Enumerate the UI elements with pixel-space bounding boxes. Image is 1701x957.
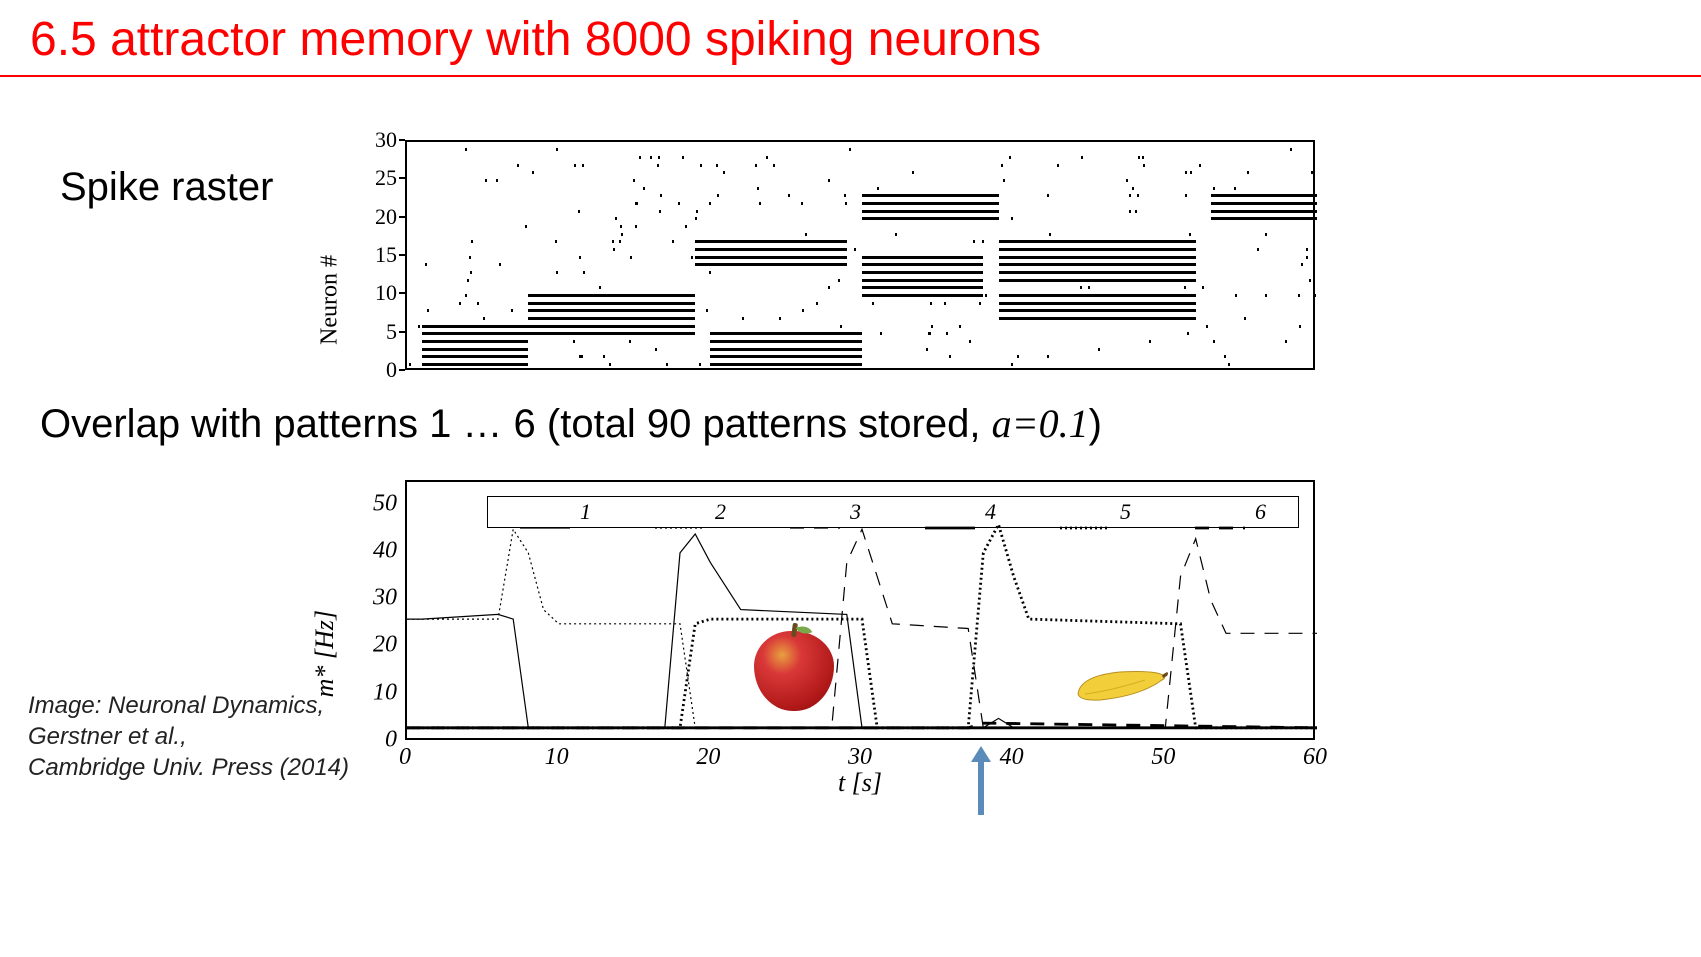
- overlap-caption-prefix: Overlap with patterns 1 … 6 (total 90 pa…: [40, 402, 992, 446]
- overlap-xtick: 0: [399, 744, 411, 844]
- overlap-ytick: 50: [357, 490, 397, 517]
- overlap-series-3: [407, 529, 1317, 728]
- overlap-series-2: [407, 529, 1317, 728]
- overlap-param: a=0.1: [992, 401, 1089, 446]
- citation: Image: Neuronal Dynamics, Gerstner et al…: [28, 690, 349, 784]
- overlap-ylabel: m* [Hz]: [310, 610, 340, 697]
- arrow-indicator: [978, 760, 984, 815]
- raster-ytick: 20: [365, 204, 397, 230]
- raster-ytick: 5: [365, 319, 397, 345]
- overlap-ytick: 10: [357, 679, 397, 706]
- overlap-ytick: 20: [357, 632, 397, 659]
- citation-line-1: Image: Neuronal Dynamics,: [28, 690, 349, 721]
- raster-plot-area: [405, 140, 1315, 370]
- overlap-ytick: 30: [357, 585, 397, 612]
- overlap-xtick: 60: [1303, 744, 1327, 844]
- overlap-series-5: [407, 525, 1317, 728]
- slide-title: 6.5 attractor memory with 8000 spiking n…: [0, 0, 1701, 75]
- overlap-plot-area: 123456 t [s]: [405, 480, 1315, 740]
- banana-icon: [1070, 666, 1170, 704]
- raster-ytick: 10: [365, 280, 397, 306]
- overlap-xtick: 50: [1151, 744, 1175, 844]
- overlap-lines: [407, 482, 1317, 742]
- title-underline: [0, 75, 1701, 77]
- overlap-xtick: 30: [848, 744, 872, 844]
- overlap-chart: m* [Hz] 01020304050 123456 t [s] 0102030…: [335, 470, 1325, 810]
- overlap-caption: Overlap with patterns 1 … 6 (total 90 pa…: [40, 400, 1102, 447]
- raster-ytick: 0: [365, 357, 397, 383]
- raster-ylabel: Neuron #: [317, 255, 344, 345]
- raster-label: Spike raster: [60, 165, 273, 210]
- citation-line-3: Cambridge Univ. Press (2014): [28, 752, 349, 783]
- raster-chart: Neuron # 051015202530: [335, 130, 1325, 380]
- raster-ytick: 25: [365, 165, 397, 191]
- overlap-xtick: 10: [545, 744, 569, 844]
- overlap-ytick: 40: [357, 537, 397, 564]
- overlap-ytick: 0: [357, 727, 397, 754]
- overlap-xtick: 40: [1000, 744, 1024, 844]
- raster-ytick: 30: [365, 127, 397, 153]
- citation-line-2: Gerstner et al.,: [28, 721, 349, 752]
- overlap-caption-suffix: ): [1089, 402, 1102, 446]
- raster-ytick: 15: [365, 242, 397, 268]
- overlap-xtick: 20: [696, 744, 720, 844]
- overlap-series-1: [407, 534, 1317, 728]
